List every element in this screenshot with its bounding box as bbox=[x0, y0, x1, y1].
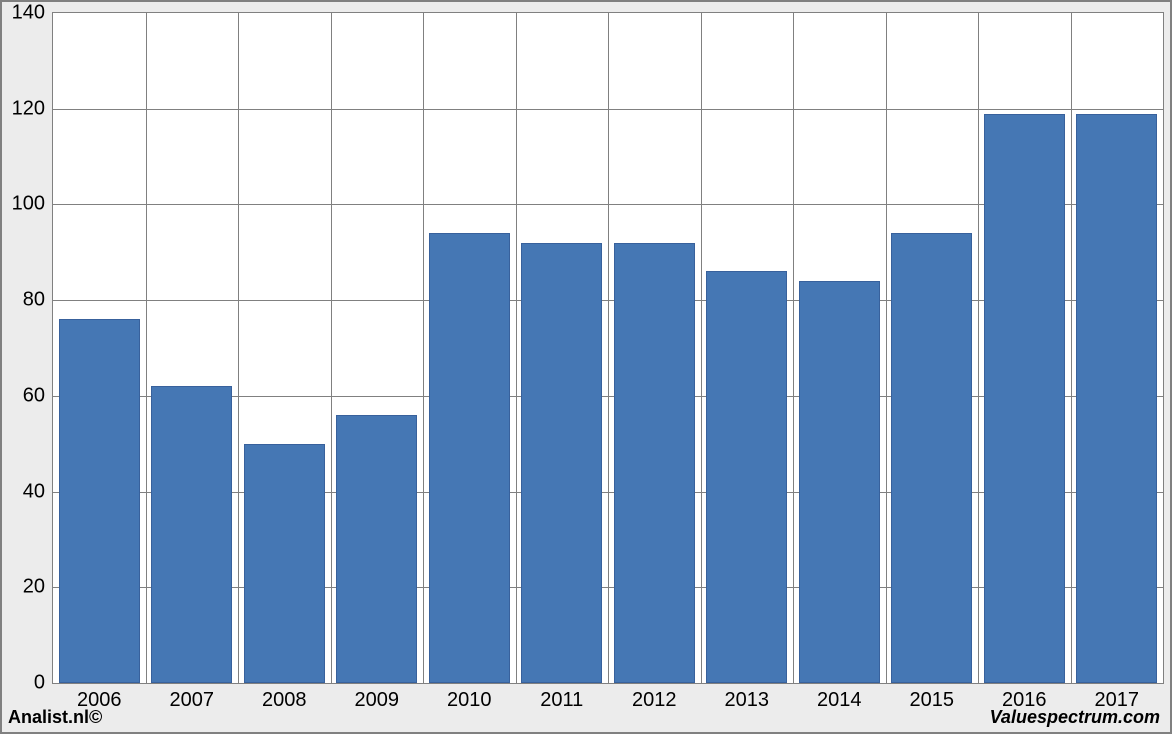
y-tick-label: 120 bbox=[12, 97, 45, 120]
y-tick-label: 40 bbox=[23, 480, 45, 503]
grid-vertical bbox=[886, 13, 887, 683]
grid-vertical bbox=[423, 13, 424, 683]
bar bbox=[336, 415, 417, 683]
x-tick-label: 2010 bbox=[447, 689, 492, 712]
x-tick-label: 2009 bbox=[355, 689, 400, 712]
x-tick-label: 2014 bbox=[817, 689, 862, 712]
x-tick-label: 2015 bbox=[910, 689, 955, 712]
grid-vertical bbox=[608, 13, 609, 683]
bar bbox=[59, 319, 140, 683]
bar bbox=[891, 233, 972, 683]
bar bbox=[521, 243, 602, 683]
credit-right: Valuespectrum.com bbox=[990, 707, 1160, 728]
credit-left: Analist.nl© bbox=[8, 707, 102, 728]
y-tick-label: 0 bbox=[34, 672, 45, 695]
grid-vertical bbox=[146, 13, 147, 683]
bar bbox=[799, 281, 880, 683]
x-tick-label: 2013 bbox=[725, 689, 770, 712]
grid-vertical bbox=[793, 13, 794, 683]
bar bbox=[614, 243, 695, 683]
bar bbox=[429, 233, 510, 683]
bar bbox=[706, 271, 787, 683]
y-tick-label: 100 bbox=[12, 193, 45, 216]
grid-vertical bbox=[978, 13, 979, 683]
grid-vertical bbox=[701, 13, 702, 683]
plot-area: 0204060801001201402006200720082009201020… bbox=[52, 12, 1164, 684]
x-tick-label: 2007 bbox=[170, 689, 215, 712]
x-tick-label: 2008 bbox=[262, 689, 307, 712]
y-tick-label: 140 bbox=[12, 2, 45, 25]
bar bbox=[244, 444, 325, 683]
y-tick-label: 60 bbox=[23, 384, 45, 407]
bar bbox=[984, 114, 1065, 684]
chart-outer-frame: 0204060801001201402006200720082009201020… bbox=[0, 0, 1172, 734]
y-tick-label: 80 bbox=[23, 289, 45, 312]
bar bbox=[1076, 114, 1157, 684]
y-tick-label: 20 bbox=[23, 576, 45, 599]
x-tick-label: 2011 bbox=[540, 689, 583, 712]
grid-vertical bbox=[516, 13, 517, 683]
grid-vertical bbox=[238, 13, 239, 683]
grid-vertical bbox=[331, 13, 332, 683]
x-tick-label: 2012 bbox=[632, 689, 677, 712]
grid-vertical bbox=[1071, 13, 1072, 683]
bar bbox=[151, 386, 232, 683]
